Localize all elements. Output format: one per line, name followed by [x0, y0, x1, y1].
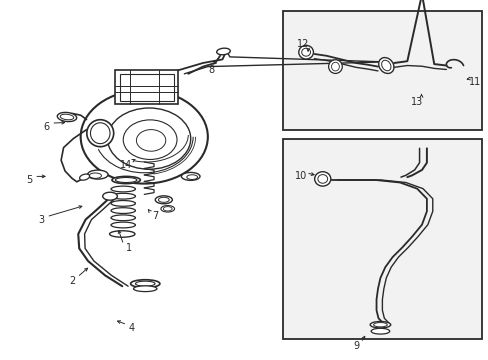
- Ellipse shape: [133, 286, 157, 292]
- Ellipse shape: [57, 112, 77, 122]
- Ellipse shape: [314, 172, 330, 186]
- Ellipse shape: [109, 231, 135, 237]
- Ellipse shape: [181, 172, 200, 180]
- Text: 4: 4: [129, 323, 135, 333]
- Ellipse shape: [298, 45, 313, 59]
- Ellipse shape: [111, 186, 135, 192]
- Ellipse shape: [378, 58, 393, 73]
- Text: 2: 2: [69, 276, 75, 286]
- Ellipse shape: [112, 176, 140, 184]
- Text: 13: 13: [409, 96, 422, 107]
- Ellipse shape: [102, 192, 117, 200]
- Ellipse shape: [369, 321, 390, 328]
- Ellipse shape: [161, 206, 174, 212]
- Bar: [282, 139, 481, 339]
- Text: 11: 11: [468, 77, 481, 87]
- Text: 7: 7: [152, 211, 158, 221]
- Ellipse shape: [111, 193, 135, 199]
- Ellipse shape: [111, 215, 135, 221]
- Text: 8: 8: [208, 65, 214, 75]
- Text: 6: 6: [43, 122, 49, 132]
- Bar: [120, 74, 173, 101]
- Ellipse shape: [370, 328, 389, 334]
- Ellipse shape: [130, 280, 160, 288]
- Bar: [282, 11, 481, 130]
- Text: 9: 9: [352, 341, 358, 351]
- Ellipse shape: [111, 208, 135, 213]
- Text: 3: 3: [39, 215, 44, 225]
- Bar: [115, 70, 178, 104]
- Text: 10: 10: [294, 171, 307, 181]
- Text: 1: 1: [125, 243, 131, 253]
- Ellipse shape: [80, 174, 89, 180]
- Circle shape: [81, 90, 207, 184]
- Text: 12: 12: [296, 39, 309, 49]
- Text: 5: 5: [26, 175, 32, 185]
- Text: 14: 14: [120, 160, 132, 170]
- Ellipse shape: [87, 120, 113, 147]
- Ellipse shape: [111, 201, 135, 206]
- Ellipse shape: [87, 170, 108, 179]
- Ellipse shape: [328, 60, 342, 73]
- Circle shape: [107, 108, 190, 169]
- Ellipse shape: [155, 196, 172, 204]
- Ellipse shape: [216, 48, 230, 55]
- Ellipse shape: [111, 222, 135, 228]
